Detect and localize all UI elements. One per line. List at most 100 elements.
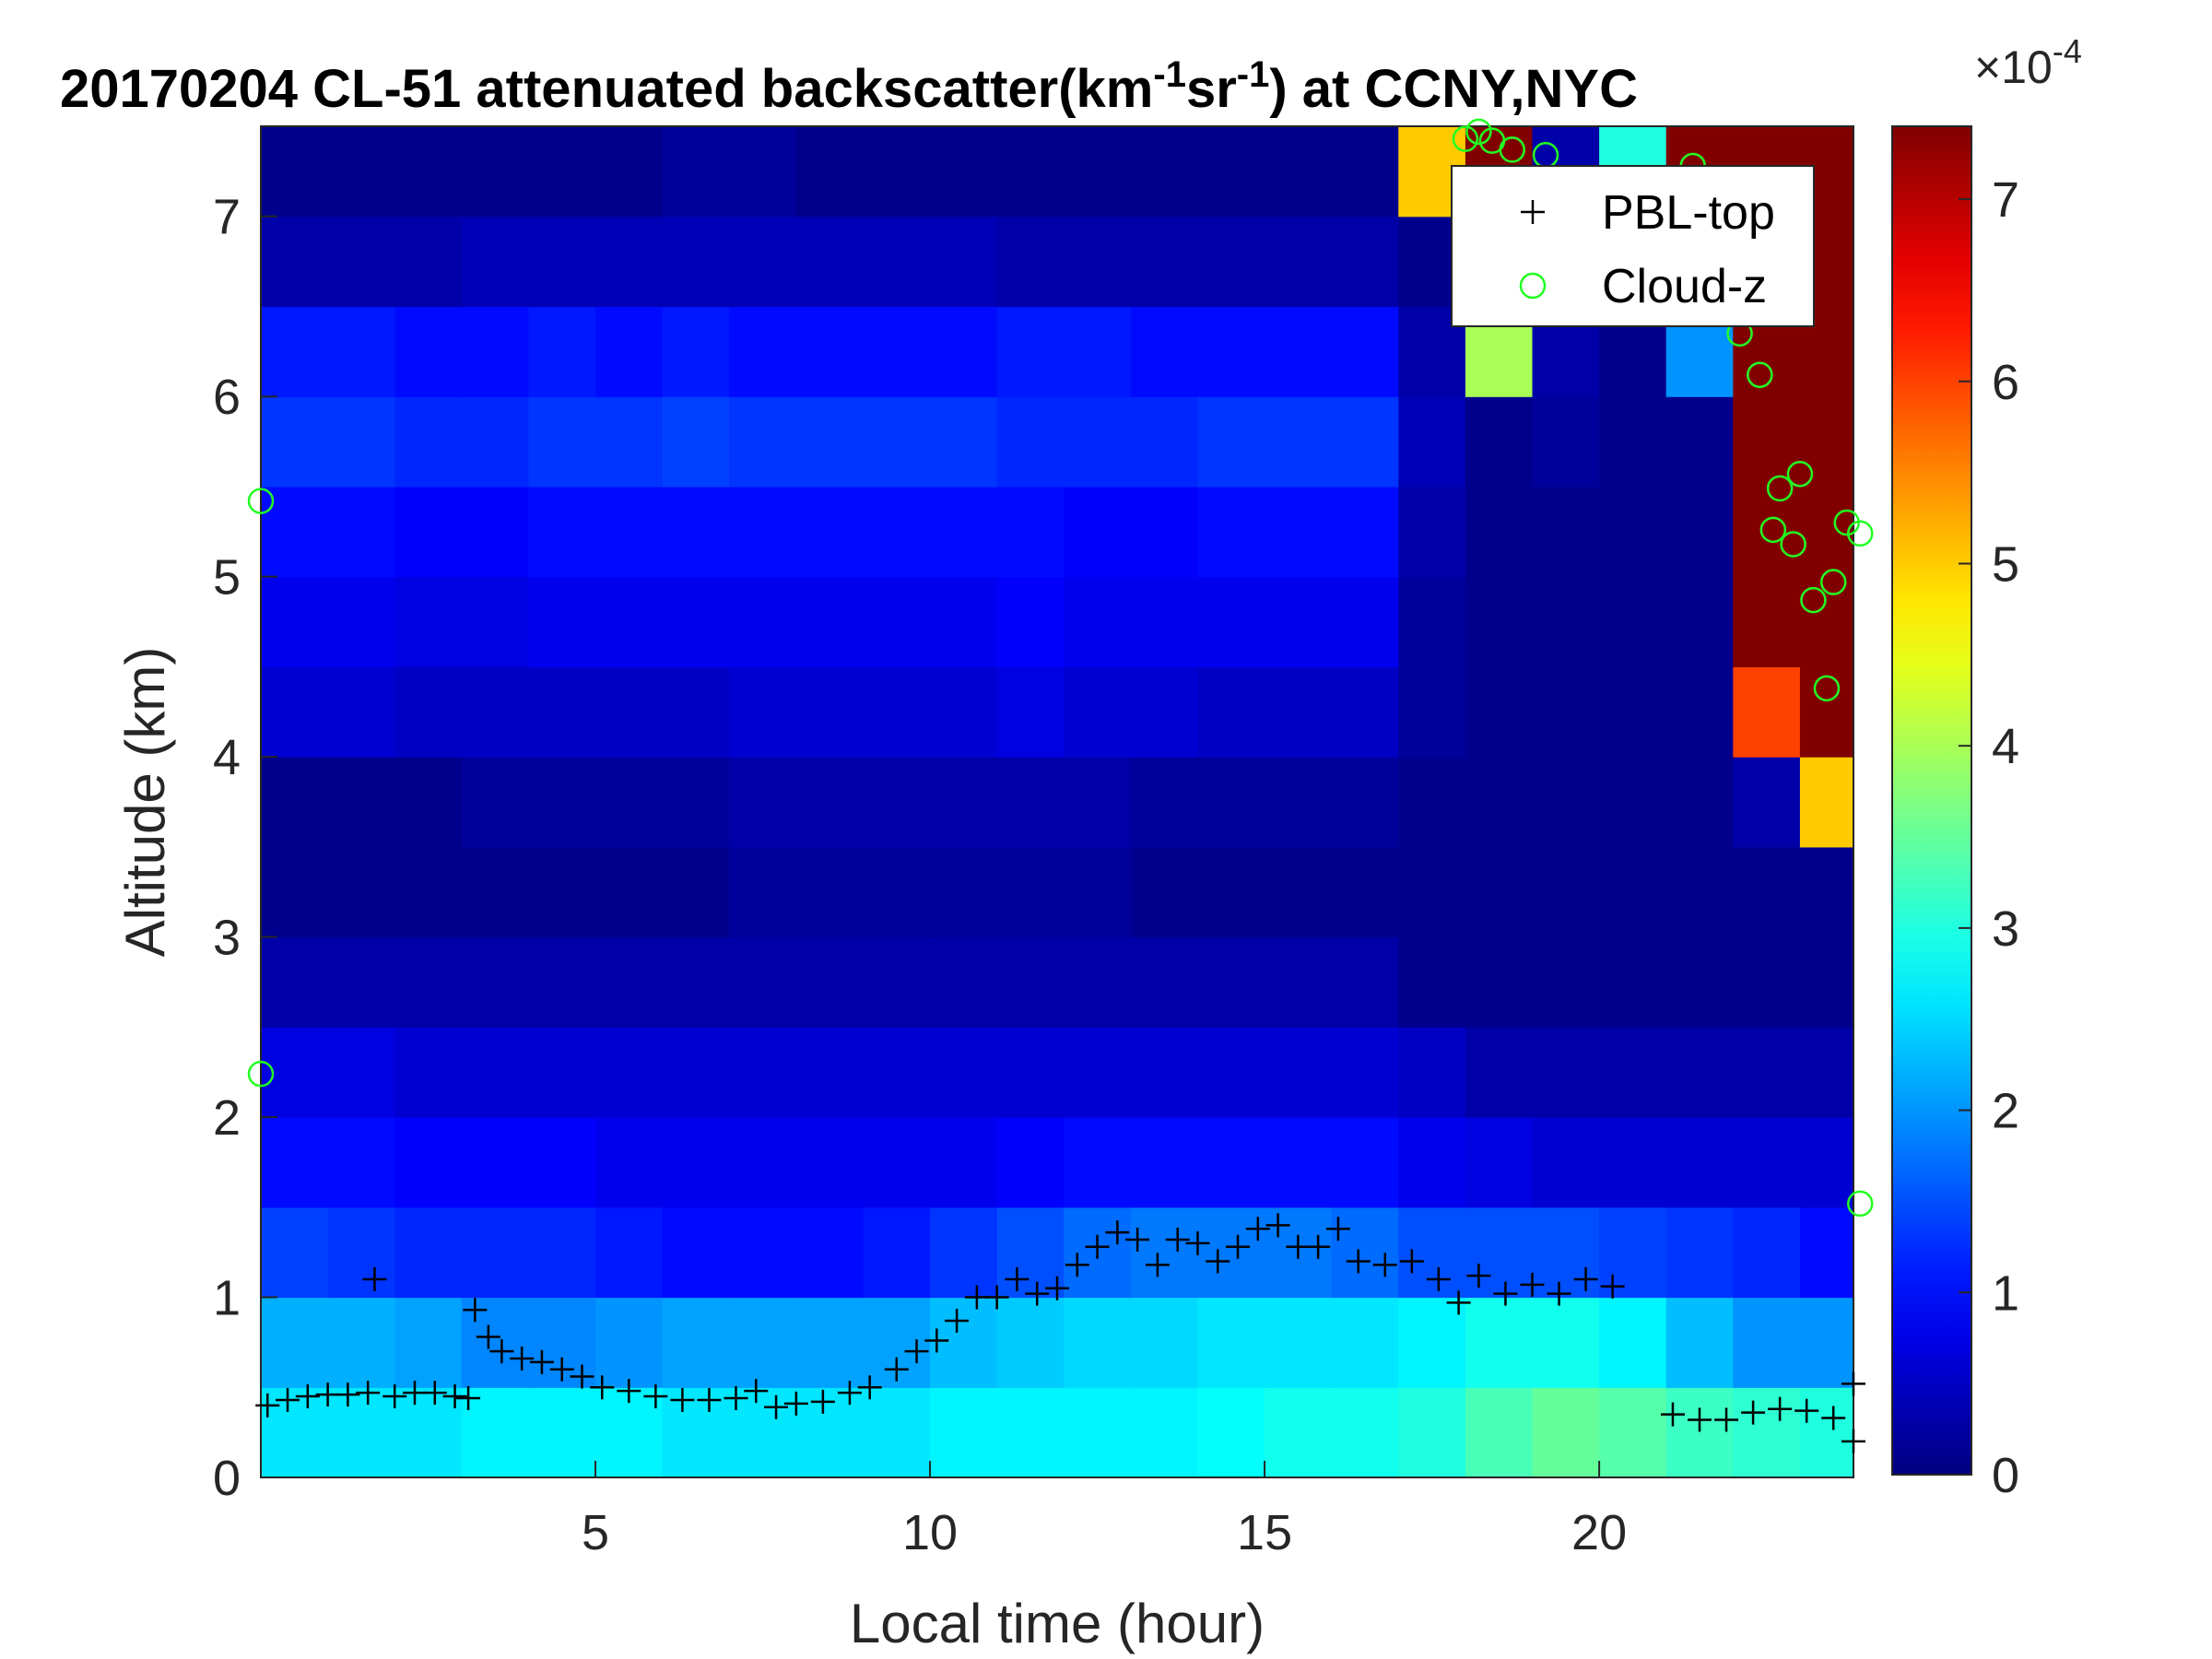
heatmap-cell [795, 1206, 865, 1299]
heatmap-cell [1799, 846, 1853, 938]
heatmap-cell [461, 846, 530, 938]
pbl-marker [315, 1382, 340, 1407]
heatmap-cell [1799, 1387, 1853, 1477]
pbl-marker [884, 1357, 909, 1382]
pbl-marker [1325, 1217, 1350, 1241]
heatmap-cell [930, 1297, 998, 1388]
heatmap-cell [1064, 846, 1132, 938]
heatmap-cell [1130, 216, 1199, 308]
heatmap-cell [1532, 1027, 1600, 1118]
pbl-marker [697, 1387, 722, 1412]
heatmap-cell [1197, 666, 1265, 758]
cloud-marker [1847, 1190, 1874, 1218]
pbl-marker [1045, 1276, 1069, 1300]
heatmap-cell [461, 306, 530, 397]
heatmap-cell [327, 306, 395, 397]
heatmap-cell [863, 1206, 931, 1299]
pbl-marker [1688, 1407, 1712, 1432]
heatmap-cell [528, 306, 596, 397]
heatmap-cell [1265, 1117, 1333, 1208]
cloud-marker [1800, 586, 1827, 614]
heatmap-cell [930, 1387, 998, 1477]
heatmap-cell [996, 216, 1065, 308]
heatmap-cell [1665, 936, 1734, 1028]
heatmap-cell [1532, 666, 1600, 758]
heatmap-cell [1532, 936, 1600, 1028]
heatmap-cell [1733, 1206, 1801, 1299]
heatmap-cell [1665, 576, 1734, 667]
pbl-marker [857, 1375, 882, 1400]
pbl-marker [1446, 1290, 1471, 1315]
heatmap-cell [1465, 936, 1534, 1028]
heatmap-cell [1130, 936, 1199, 1028]
heatmap-cell [261, 1117, 329, 1208]
heatmap-cell [595, 666, 664, 758]
heatmap-cell [1331, 1297, 1399, 1388]
heatmap-cell [327, 126, 395, 218]
heatmap-cell [863, 666, 931, 758]
heatmap-cell [1064, 1297, 1132, 1388]
y-tick-label: 3 [213, 911, 241, 966]
heatmap-cell [729, 666, 797, 758]
heatmap-cell [595, 1206, 664, 1299]
heatmap-cell [261, 486, 329, 578]
heatmap-cell [595, 936, 664, 1028]
heatmap-cell [327, 216, 395, 308]
heatmap-cell [1197, 396, 1265, 488]
heatmap-cell [327, 757, 395, 848]
heatmap-cell [1064, 1387, 1132, 1477]
heatmap-cell [461, 666, 530, 758]
heatmap-cell [1465, 1027, 1534, 1118]
heatmap-cell [795, 1027, 865, 1118]
heatmap-cell [261, 1206, 329, 1299]
heatmap-cell [394, 666, 463, 758]
heatmap-cell [1265, 126, 1333, 218]
colorbar-tick-label: 4 [1992, 719, 2019, 774]
pbl-marker [476, 1324, 500, 1349]
heatmap-cell [1799, 757, 1853, 848]
heatmap-cell [930, 126, 998, 218]
heatmap-cell [261, 757, 329, 848]
heatmap-cell [863, 306, 931, 397]
heatmap-cell [1197, 1117, 1265, 1208]
heatmap-cell [1331, 666, 1399, 758]
heatmap-cell [930, 666, 998, 758]
heatmap-cell [1532, 1387, 1600, 1477]
heatmap-cell [1665, 396, 1734, 488]
heatmap-cell [394, 757, 463, 848]
heatmap-cell [1265, 396, 1333, 488]
heatmap-cell [461, 1027, 530, 1118]
heatmap-cell [1197, 576, 1265, 667]
pbl-marker [1065, 1253, 1089, 1277]
heatmap-cell [1265, 1387, 1333, 1477]
heatmap-cell [930, 216, 998, 308]
heatmap-cell [327, 1206, 395, 1299]
pbl-marker [724, 1385, 748, 1410]
heatmap-cell [261, 1027, 329, 1118]
heatmap-cell [327, 576, 395, 667]
heatmap-cell [1799, 666, 1853, 758]
pbl-marker [1125, 1227, 1150, 1252]
pbl-marker [764, 1394, 789, 1419]
heatmap-cell [1265, 846, 1333, 938]
heatmap-cell [261, 1297, 329, 1388]
heatmap-cell [1665, 1117, 1734, 1208]
heatmap-cell [261, 846, 329, 938]
heatmap-cell [795, 396, 865, 488]
heatmap-cell [930, 1027, 998, 1118]
heatmap-cell [394, 846, 463, 938]
heatmap-cell [795, 846, 865, 938]
cloud-marker [1819, 569, 1847, 595]
heatmap-cell [1465, 846, 1534, 938]
colorbar-tick-label: 7 [1992, 172, 2019, 228]
heatmap-cell [863, 216, 931, 308]
heatmap-cell [528, 1206, 596, 1299]
heatmap-cell [1130, 486, 1199, 578]
heatmap-cell [729, 576, 797, 667]
heatmap-cell [1733, 396, 1801, 488]
heatmap-cell [1130, 126, 1199, 218]
heatmap-cell [795, 126, 865, 218]
heatmap-cell [1532, 1297, 1600, 1388]
heatmap-cell [1532, 757, 1600, 848]
title-part: ) at CCNY,NYC [1269, 59, 1638, 119]
